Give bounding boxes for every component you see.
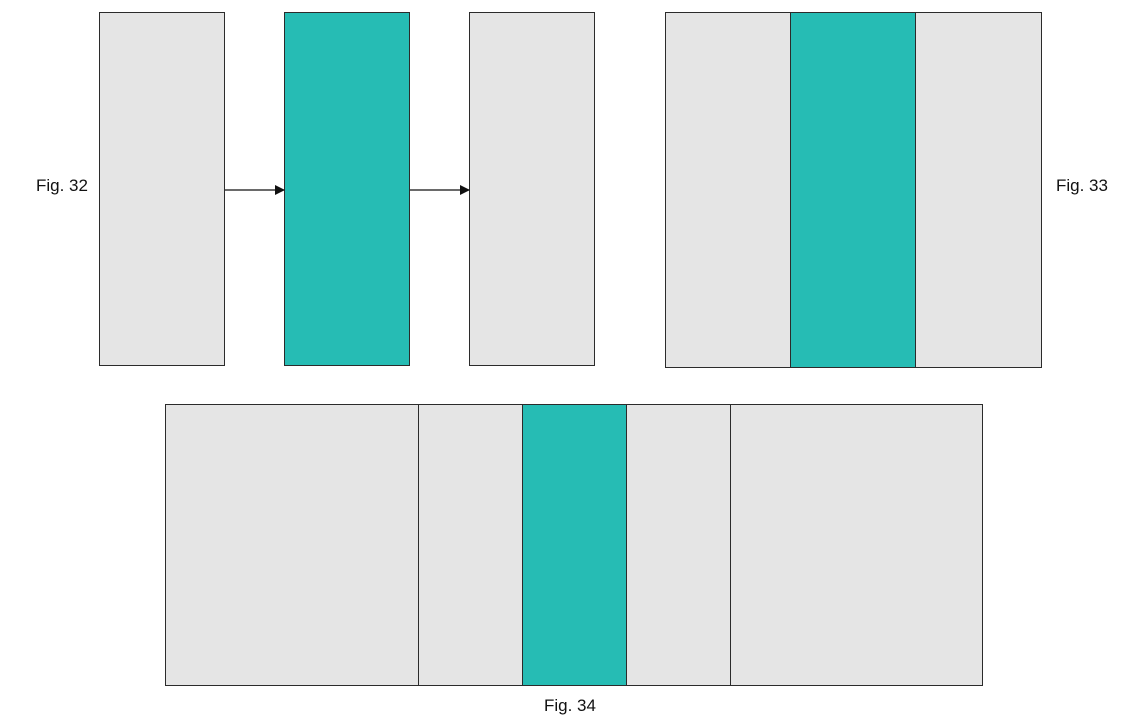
fig-32-panel-center	[284, 12, 410, 366]
fig-34-panel-inner-right	[626, 404, 731, 686]
fig-34-panel-outer-left	[165, 404, 419, 686]
fig-32-panel-right	[469, 12, 595, 366]
fig-33-panel-center	[790, 12, 916, 368]
fig-33-panel-right	[915, 12, 1042, 368]
fig-34-panel-outer-right	[730, 404, 983, 686]
fig-32-panel-left	[99, 12, 225, 366]
fig-33-label: Fig. 33	[1056, 176, 1108, 195]
fig-34-label: Fig. 34	[544, 696, 596, 715]
fig-32-label: Fig. 32	[36, 176, 88, 195]
fig-34-panel-inner-left	[418, 404, 523, 686]
fig-33-panel-left	[665, 12, 791, 368]
fig-34-panel-center	[522, 404, 627, 686]
